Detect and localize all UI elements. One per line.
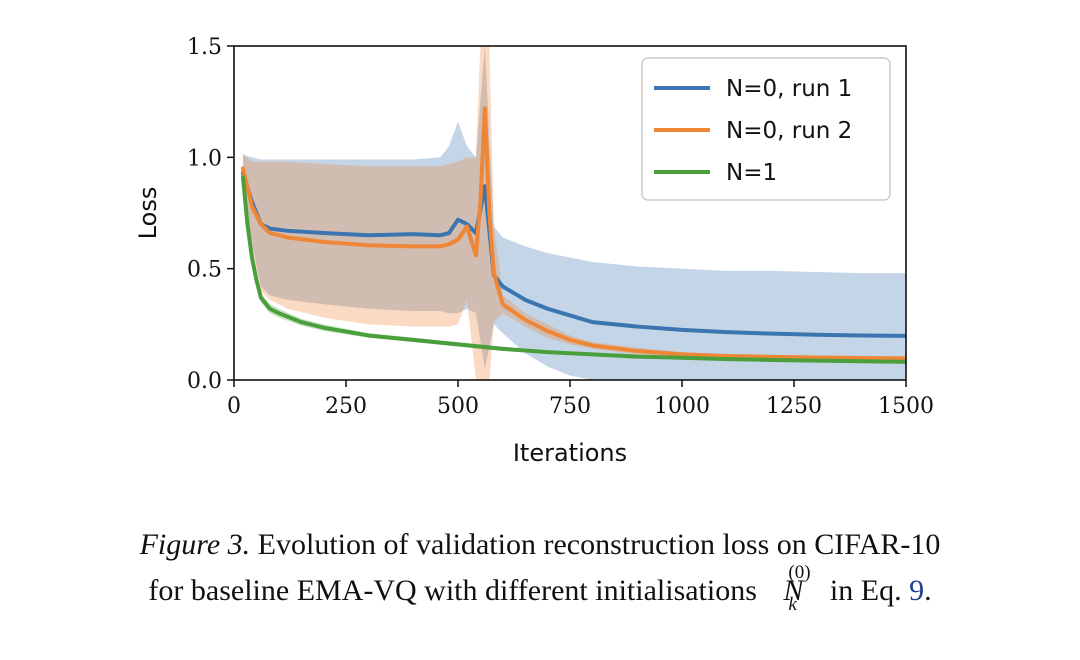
line-series-3 (240, 175, 906, 364)
legend: N=0, run 1 N=0, run 2 N=1 (641, 57, 891, 201)
math-symbol-subscript: k (788, 594, 797, 615)
x-tick-label: 750 (549, 394, 591, 419)
x-axis-ticks: 0 250 500 750 1000 1250 1500 (227, 380, 934, 419)
x-tick-label: 1500 (878, 394, 934, 419)
x-axis-label: Iterations (513, 439, 627, 467)
caption-line-2: for baseline EMA-VQ with different initi… (0, 562, 1080, 615)
legend-label-3: N=1 (726, 160, 777, 186)
y-tick-label: 1.5 (187, 35, 222, 60)
line-series-1 (240, 170, 906, 338)
x-tick-label: 500 (437, 394, 479, 419)
band-series-1 (242, 46, 906, 380)
x-tick-label: 250 (325, 394, 367, 419)
math-symbol: N (0) k (764, 562, 822, 615)
confidence-bands (242, 46, 906, 380)
equation-reference-link[interactable]: 9 (909, 574, 925, 607)
series-lines (240, 106, 906, 364)
band-series-2 (242, 46, 906, 380)
y-tick-label: 0.5 (187, 258, 222, 283)
figure-caption: Figure 3. Evolution of validation recons… (0, 522, 1080, 615)
caption-line-1: Figure 3. Evolution of validation recons… (0, 522, 1080, 568)
caption-end: . (924, 574, 932, 607)
legend-box (641, 57, 891, 201)
eq-prefix: in Eq. (829, 574, 902, 607)
loss-chart: 0 250 500 750 1000 1250 1500 0.0 0.5 1.0 1.5 Iter… (134, 35, 934, 467)
y-tick-label: 1.0 (187, 146, 222, 171)
math-symbol-base: N (783, 574, 804, 607)
legend-label-2: N=0, run 2 (726, 118, 852, 144)
figure-label: Figure 3. (139, 528, 251, 561)
y-axis-label: Loss (134, 187, 162, 240)
legend-label-1: N=0, run 1 (726, 76, 852, 102)
line-series-2 (240, 106, 906, 361)
x-tick-label: 1250 (766, 394, 822, 419)
y-tick-label: 0.0 (187, 369, 222, 394)
caption-text-1: Evolution of validation reconstruction l… (257, 528, 941, 561)
caption-text-2: for baseline EMA-VQ with different initi… (148, 574, 757, 607)
math-symbol-superscript: (0) (788, 562, 811, 583)
x-tick-label: 0 (227, 394, 241, 419)
x-tick-label: 1000 (654, 394, 710, 419)
y-axis-ticks: 0.0 0.5 1.0 1.5 (187, 35, 234, 394)
